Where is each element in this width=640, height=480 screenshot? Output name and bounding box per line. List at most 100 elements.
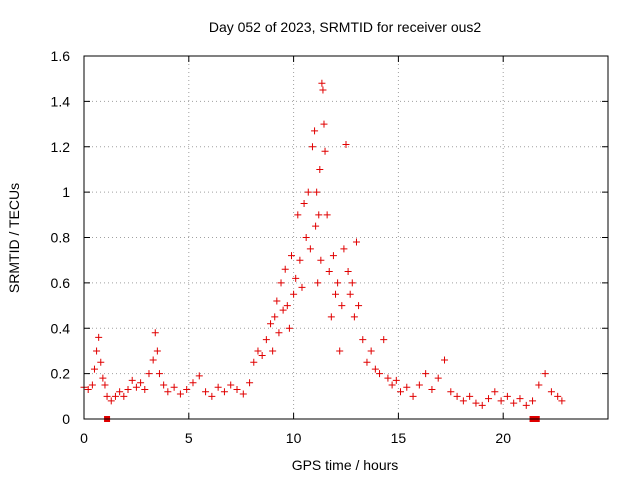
data-point (290, 290, 298, 298)
x-tick-label: 0 (80, 430, 88, 446)
data-point (93, 347, 101, 355)
data-point (529, 397, 537, 405)
data-points (80, 79, 566, 409)
data-point (239, 390, 247, 398)
data-point (195, 372, 203, 380)
data-point (128, 376, 136, 384)
data-point (120, 392, 128, 400)
data-point (497, 397, 505, 405)
data-point (329, 252, 337, 260)
data-point (258, 351, 266, 359)
grid-layer (84, 56, 608, 419)
data-point (363, 358, 371, 366)
data-point (346, 290, 354, 298)
data-point (271, 313, 279, 321)
data-point (95, 333, 103, 341)
y-tick-label: 0.6 (51, 275, 71, 291)
data-point (447, 388, 455, 396)
data-point (160, 381, 168, 389)
data-point (149, 356, 157, 364)
data-point (459, 397, 467, 405)
data-point (145, 370, 153, 378)
data-point (267, 320, 275, 328)
data-point (99, 374, 107, 382)
data-point (88, 381, 96, 389)
data-point (376, 370, 384, 378)
data-point (103, 392, 111, 400)
data-point (367, 347, 375, 355)
data-point (227, 381, 235, 389)
data-point (503, 392, 511, 400)
data-point (312, 222, 320, 230)
data-point (535, 381, 543, 389)
data-point (558, 397, 566, 405)
data-point (441, 356, 449, 364)
x-tick-label: 5 (185, 430, 193, 446)
data-point (320, 120, 328, 128)
y-tick-label: 0 (62, 411, 70, 427)
data-point (233, 386, 241, 394)
data-point (183, 386, 191, 394)
data-point (344, 268, 352, 276)
data-point (453, 392, 461, 400)
data-point (510, 399, 518, 407)
data-point (254, 347, 262, 355)
data-point (101, 381, 109, 389)
data-point (124, 386, 132, 394)
data-point (388, 381, 396, 389)
data-point (466, 392, 474, 400)
data-point (422, 370, 430, 378)
data-point (325, 268, 333, 276)
y-tick-label: 1.6 (51, 48, 71, 64)
data-point (334, 279, 342, 287)
data-point (246, 379, 254, 387)
data-point (208, 392, 216, 400)
data-point (262, 336, 270, 344)
data-point (350, 313, 358, 321)
data-point (359, 336, 367, 344)
data-point (472, 399, 480, 407)
data-point (304, 188, 312, 196)
data-point (84, 386, 92, 394)
data-point (292, 274, 300, 282)
data-point (428, 386, 436, 394)
data-point (300, 199, 308, 207)
data-point (485, 395, 493, 403)
data-point (516, 395, 524, 403)
data-point (308, 143, 316, 151)
data-point (285, 324, 293, 332)
data-point (547, 388, 555, 396)
data-point (220, 388, 228, 396)
plot-frame (83, 55, 609, 420)
data-point (403, 383, 411, 391)
data-point (396, 388, 404, 396)
data-point (434, 374, 442, 382)
data-point (355, 302, 363, 310)
y-tick-label: 0.4 (51, 320, 71, 336)
chart-title: Day 052 of 2023, SRMTID for receiver ous… (209, 19, 482, 35)
data-point (415, 381, 423, 389)
data-point (107, 397, 115, 405)
data-point (478, 401, 486, 409)
data-point (250, 358, 258, 366)
data-point (97, 358, 105, 366)
data-point (392, 376, 400, 384)
data-point (319, 86, 327, 94)
axis-ticks: 0 0.2 0.4 0.6 0.8 1 1.2 1.4 1.6 0 5 10 15 20 (51, 48, 608, 446)
data-point (315, 211, 323, 219)
data-point (214, 383, 222, 391)
data-point (153, 347, 161, 355)
data-point (294, 211, 302, 219)
data-point (151, 329, 159, 337)
data-point (352, 238, 360, 246)
data-point (332, 290, 340, 298)
x-tick-label: 15 (391, 430, 407, 446)
data-point (384, 374, 392, 382)
data-point (323, 211, 331, 219)
data-point (288, 252, 296, 260)
y-tick-label: 0.2 (51, 366, 71, 382)
data-point (137, 379, 145, 387)
data-point (302, 234, 310, 241)
data-point (317, 256, 325, 264)
